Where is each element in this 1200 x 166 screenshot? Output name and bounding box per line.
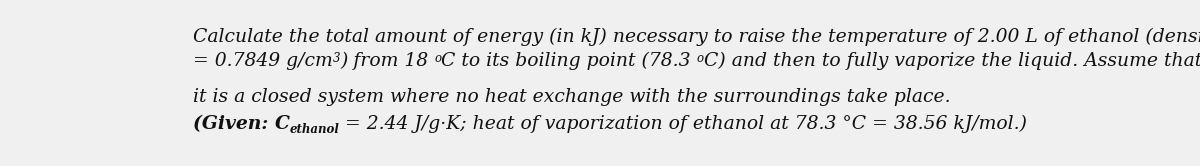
Text: = 2.44 J/g·K; heat of vaporization of ethanol at 78.3 °C = 38.56 kJ/mol.): = 2.44 J/g·K; heat of vaporization of et…: [340, 115, 1027, 133]
Text: 3: 3: [332, 51, 340, 65]
Text: o: o: [434, 51, 442, 65]
Text: C: C: [275, 115, 289, 133]
Text: C to its boiling point (78.3: C to its boiling point (78.3: [442, 52, 697, 70]
Text: ) from 18: ) from 18: [340, 52, 434, 70]
Text: ethanol: ethanol: [289, 123, 340, 136]
Text: Calculate the total amount of energy (in kJ) necessary to raise the temperature : Calculate the total amount of energy (in…: [193, 28, 1200, 46]
Text: it is a closed system where no heat exchange with the surroundings take place.: it is a closed system where no heat exch…: [193, 88, 950, 106]
Text: (Given:: (Given:: [193, 115, 275, 133]
Text: C) and then to fully vaporize the liquid. Assume that: C) and then to fully vaporize the liquid…: [703, 52, 1200, 70]
Text: = 0.7849 g/cm: = 0.7849 g/cm: [193, 52, 332, 70]
Text: o: o: [697, 51, 703, 65]
